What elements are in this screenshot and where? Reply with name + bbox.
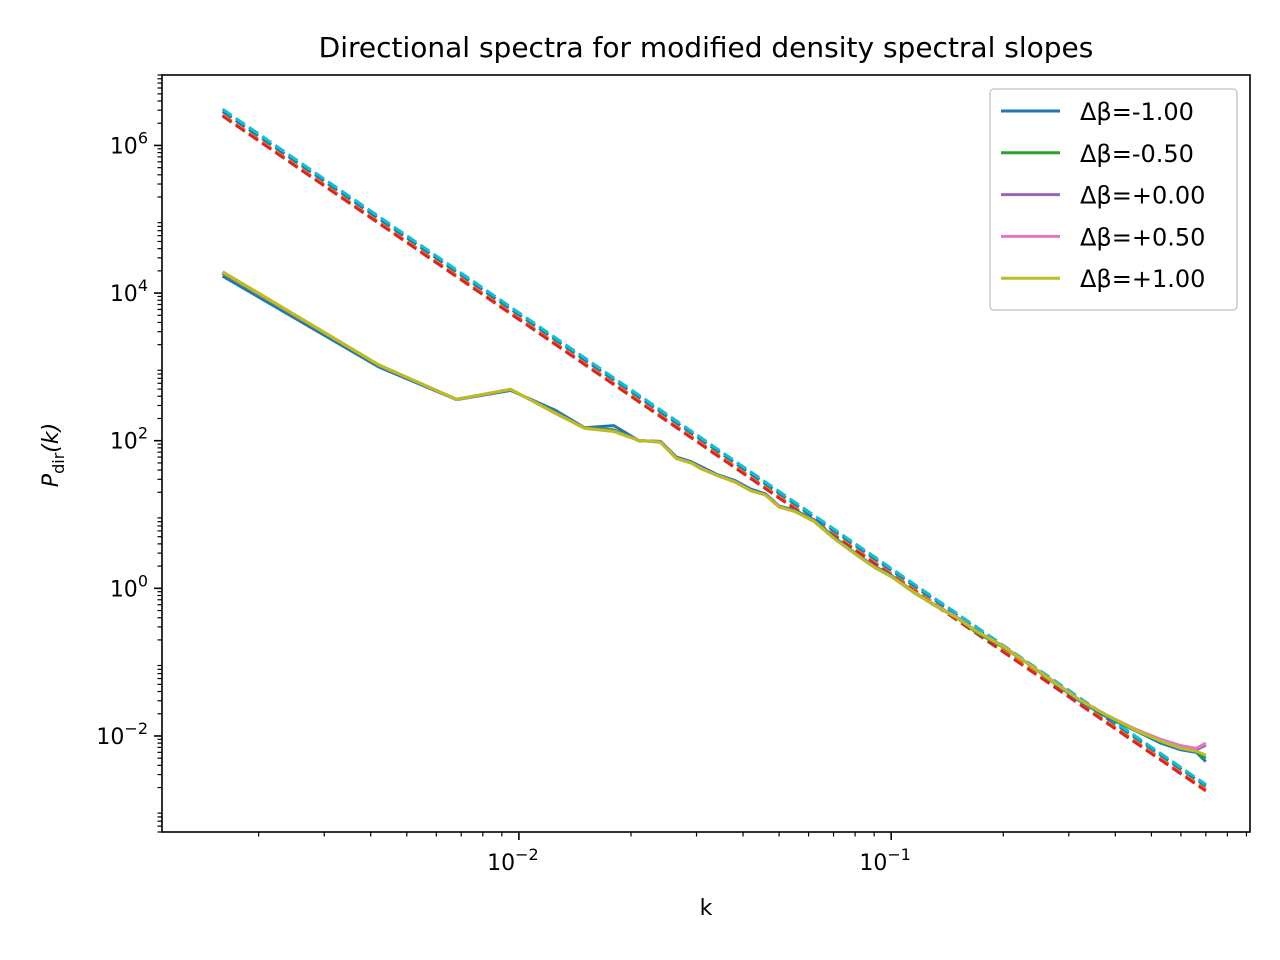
plot-area bbox=[221, 107, 1207, 793]
legend-label-4: Δβ=+1.00 bbox=[1080, 265, 1205, 293]
x-axis-ticks: 10−2 10−1 bbox=[258, 832, 1248, 876]
series-line-4 bbox=[221, 270, 1207, 757]
x-tick-label-0: 10−2 bbox=[487, 845, 539, 876]
x-axis-label: k bbox=[700, 896, 713, 921]
legend-box bbox=[989, 88, 1238, 311]
y-axis-label: Pdir(k) bbox=[39, 423, 68, 487]
legend-label-1: Δβ=-0.50 bbox=[1080, 140, 1194, 168]
y-axis-label-tail: (k) bbox=[39, 423, 64, 453]
x-tick-label-1: 10−1 bbox=[859, 845, 911, 876]
y-axis-label-sub: dir bbox=[49, 452, 68, 474]
legend-label-3: Δβ=+0.50 bbox=[1080, 223, 1205, 251]
y-tick-label-4: 10−2 bbox=[96, 719, 148, 750]
legend-label-0: Δβ=-1.00 bbox=[1080, 98, 1194, 126]
axes-frame bbox=[161, 74, 1251, 833]
series-line-6 bbox=[221, 114, 1207, 793]
chart-title: Directional spectra for modified density… bbox=[319, 31, 1094, 64]
y-tick-label-3: 100 bbox=[110, 571, 148, 602]
y-tick-label-2: 102 bbox=[110, 424, 148, 455]
legend: Δβ=-1.00 Δβ=-0.50 Δβ=+0.00 Δβ=+0.50 Δβ=+1.00 bbox=[989, 88, 1238, 311]
legend-label-2: Δβ=+0.00 bbox=[1080, 182, 1205, 210]
y-tick-label-0: 106 bbox=[110, 128, 148, 159]
y-axis-label-main: P bbox=[39, 473, 64, 487]
y-tick-label-1: 104 bbox=[110, 276, 148, 307]
